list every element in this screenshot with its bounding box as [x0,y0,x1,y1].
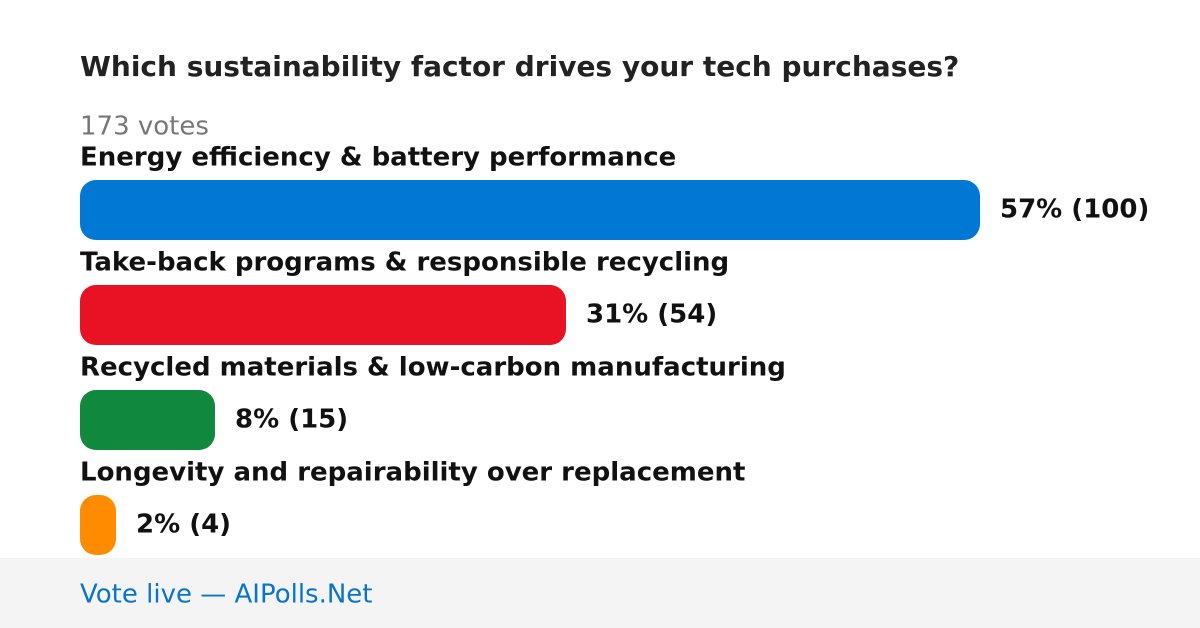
value-label: 2% (4) [136,510,231,540]
value-label: 31% (54) [586,300,717,330]
value-label: 57% (100) [1000,195,1149,225]
option-label: Longevity and repairability over replace… [80,458,745,488]
poll-title: Which sustainability factor drives your … [80,50,959,83]
bar [80,390,215,450]
footer-bar [0,558,1200,628]
vote-count: 173 votes [80,112,209,142]
option-label: Energy efficiency & battery performance [80,143,676,173]
bar [80,180,980,240]
value-label: 8% (15) [235,405,348,435]
option-label: Recycled materials & low-carbon manufact… [80,353,786,383]
footer-link[interactable]: Vote live — AIPolls.Net [80,580,373,610]
option-label: Take-back programs & responsible recycli… [80,248,729,278]
bar [80,285,566,345]
bar [80,495,116,555]
